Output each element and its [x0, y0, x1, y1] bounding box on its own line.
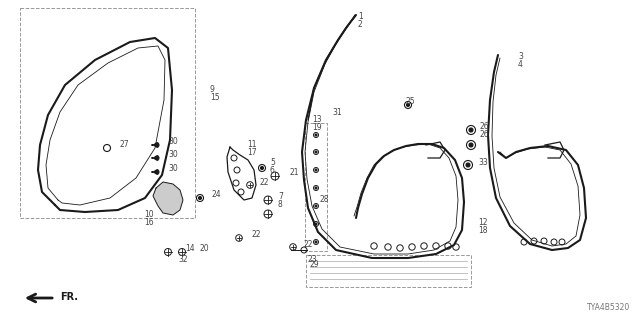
Circle shape	[315, 187, 317, 189]
Text: 21: 21	[290, 168, 300, 177]
Circle shape	[155, 156, 159, 160]
Text: FR.: FR.	[60, 292, 78, 302]
Text: 5: 5	[270, 158, 275, 167]
Text: 23: 23	[308, 255, 317, 264]
Text: 22: 22	[252, 230, 262, 239]
Text: 11: 11	[247, 140, 257, 149]
Text: 20: 20	[200, 244, 210, 253]
Text: 26: 26	[480, 122, 490, 131]
Polygon shape	[153, 182, 183, 215]
Circle shape	[315, 205, 317, 207]
Circle shape	[155, 170, 159, 174]
Text: 10: 10	[144, 210, 154, 219]
Text: 33: 33	[478, 158, 488, 167]
Text: 29: 29	[310, 260, 319, 269]
Text: 30: 30	[168, 137, 178, 146]
Text: 24: 24	[212, 190, 221, 199]
Text: 1: 1	[358, 12, 363, 21]
Text: 28: 28	[320, 195, 330, 204]
Text: 15: 15	[210, 93, 220, 102]
Circle shape	[315, 134, 317, 136]
Text: 9: 9	[210, 85, 215, 94]
Text: 27: 27	[120, 140, 130, 149]
Text: 14: 14	[185, 244, 195, 253]
Text: 31: 31	[332, 108, 342, 117]
Circle shape	[315, 223, 317, 225]
Text: 6: 6	[270, 166, 275, 175]
Text: 13: 13	[312, 115, 322, 124]
Text: 22: 22	[303, 240, 312, 249]
Text: 25: 25	[406, 97, 415, 106]
Text: 30: 30	[168, 164, 178, 173]
Circle shape	[469, 128, 473, 132]
Bar	[306, 255, 471, 287]
Circle shape	[315, 169, 317, 171]
Text: 19: 19	[312, 123, 322, 132]
Text: TYA4B5320: TYA4B5320	[587, 303, 630, 312]
Circle shape	[406, 103, 410, 107]
Circle shape	[155, 143, 159, 147]
Text: 2: 2	[358, 20, 363, 29]
Text: 22: 22	[260, 178, 269, 187]
Text: 12: 12	[478, 218, 488, 227]
Text: 8: 8	[278, 200, 283, 209]
Text: 4: 4	[518, 60, 523, 69]
Text: 16: 16	[144, 218, 154, 227]
Text: 18: 18	[478, 226, 488, 235]
Bar	[305, 123, 327, 251]
Circle shape	[260, 166, 264, 170]
Circle shape	[315, 241, 317, 243]
Text: 26: 26	[480, 130, 490, 139]
Text: 17: 17	[247, 148, 257, 157]
Text: 3: 3	[518, 52, 523, 61]
Circle shape	[198, 196, 202, 199]
Circle shape	[466, 163, 470, 167]
Text: 32: 32	[178, 255, 188, 264]
Text: 30: 30	[168, 150, 178, 159]
Bar	[20, 8, 195, 218]
Circle shape	[315, 151, 317, 153]
Text: 7: 7	[278, 192, 283, 201]
Circle shape	[469, 143, 473, 147]
